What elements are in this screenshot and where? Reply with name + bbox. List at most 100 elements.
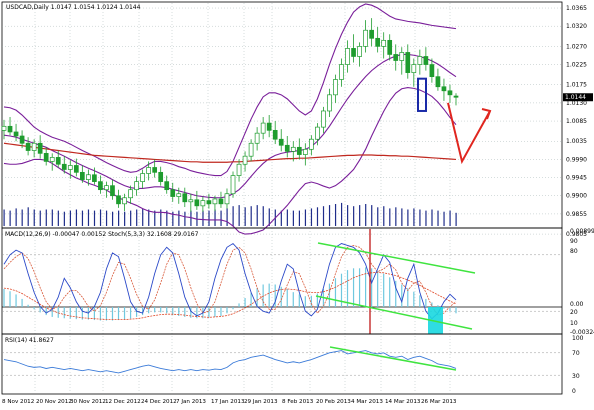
candle-body <box>254 132 260 144</box>
macd-histogram-bar <box>190 307 192 318</box>
macd-histogram-bar <box>9 291 11 307</box>
macd-histogram-bar <box>298 294 300 307</box>
y-tick-label: 1.0225 <box>566 62 587 69</box>
volume-bar <box>455 212 457 226</box>
candle-body <box>146 167 151 174</box>
macd-histogram-bar <box>383 273 385 307</box>
volume-bar <box>33 209 35 226</box>
volume-bar <box>353 206 355 226</box>
volume-bar <box>87 209 90 226</box>
macd-histogram-bar <box>117 307 120 321</box>
candle-body <box>206 200 212 205</box>
candle-body <box>321 110 326 128</box>
volume-bar <box>401 208 403 226</box>
x-tick-label: 17 Jan 2013 <box>211 399 245 405</box>
macd-histogram-bar <box>449 307 451 312</box>
volume-bar <box>377 207 379 226</box>
y-tick-label: 1.0270 <box>566 43 587 50</box>
candle-body <box>218 198 224 205</box>
y-tick-label: 1.0320 <box>566 23 587 30</box>
volume-bar <box>347 205 349 226</box>
volume-bar <box>316 207 319 226</box>
candle-body <box>164 181 170 191</box>
candle-body <box>170 189 176 197</box>
candle-body <box>266 122 272 131</box>
volume-bar <box>27 207 29 226</box>
macd-label: MACD(12,26,9) -0.00047 0.00152 Stoch(5,3… <box>5 231 199 238</box>
x-tick-label: 12 Dec 2012 <box>105 399 141 405</box>
rsi-y-tick-label: 100 <box>572 335 584 342</box>
y-tick-label: 0.9855 <box>566 211 587 218</box>
candle-body <box>182 193 188 203</box>
candle-body <box>67 165 73 170</box>
candle-body <box>92 174 97 182</box>
candle-body <box>278 138 284 146</box>
volume-bar <box>172 211 174 226</box>
volume-bar <box>214 209 216 226</box>
macd-histogram-bar <box>172 307 174 316</box>
macd-histogram-bar <box>419 295 421 307</box>
candle-body <box>357 46 362 57</box>
candle-body <box>7 125 13 133</box>
macd-signal-line <box>3 271 457 321</box>
volume-bar <box>419 209 421 226</box>
volume-bar <box>160 209 162 226</box>
current-price-label: 1.0144 <box>565 94 586 101</box>
y-tick-label: 0.9805 <box>566 231 587 238</box>
volume-bar <box>389 208 391 226</box>
osc-y-tick-label: 20 <box>570 309 578 316</box>
volume-bar <box>111 211 114 226</box>
volume-bar <box>365 204 367 226</box>
moving-average-line <box>3 142 457 163</box>
volume-bar <box>437 210 439 226</box>
y-tick-label: 0.9900 <box>566 193 587 200</box>
volume-bar <box>431 209 433 226</box>
macd-histogram-bar <box>250 292 252 307</box>
osc-y-tick-label: 0.00 <box>570 301 584 308</box>
y-tick-label: 0.9990 <box>566 156 587 163</box>
volume-bar <box>220 210 222 226</box>
volume-bar <box>250 206 252 226</box>
macd-histogram-bar <box>365 267 367 307</box>
candle-body <box>284 144 290 152</box>
volume-bar <box>383 206 385 226</box>
macd-histogram-bar <box>268 283 270 307</box>
volume-bar <box>93 210 96 226</box>
macd-histogram-bar <box>105 307 108 321</box>
candle-body <box>260 122 266 134</box>
candle-body <box>140 173 145 182</box>
candle-body <box>158 171 164 182</box>
macd-histogram-bar <box>244 298 246 307</box>
candle-body <box>327 94 332 112</box>
candle-body <box>333 79 338 96</box>
x-tick-label: 30 Nov 2012 <box>70 399 106 405</box>
volume-bar <box>57 210 59 226</box>
volume-bar <box>449 210 451 226</box>
volume-bar <box>21 209 23 226</box>
rsi-y-tick-label: 30 <box>572 373 580 380</box>
candle-body <box>393 54 399 61</box>
candle-body <box>302 148 308 155</box>
macd-stoch-panel: MACD(12,26,9) -0.00047 0.00152 Stoch(5,3… <box>1 227 594 336</box>
candle-body <box>411 64 417 73</box>
price-panel: 1.0365 1.0320 1.0270 1.0225 1.0175 1.0130 1.00… <box>1 1 593 393</box>
volume-bar <box>425 210 427 226</box>
osc-y-tick-label: 10 <box>570 320 578 327</box>
x-tick-label: 4 Mar 2013 <box>351 399 383 405</box>
y-tick-label: 0.9945 <box>566 175 587 182</box>
volume-bar <box>15 208 17 226</box>
macd-histogram-bar <box>346 270 349 307</box>
candle-body <box>290 146 296 152</box>
volume-bar <box>244 207 246 226</box>
candle-body <box>116 195 121 205</box>
candle-body <box>49 157 55 162</box>
volume-bar <box>395 207 397 226</box>
current-price-box <box>563 93 593 102</box>
macd-histogram-bar <box>27 304 29 307</box>
trendline-lower <box>315 295 473 330</box>
macd-histogram-bar <box>226 307 228 314</box>
volume-bar <box>292 210 294 226</box>
macd-histogram-bar <box>135 307 138 317</box>
